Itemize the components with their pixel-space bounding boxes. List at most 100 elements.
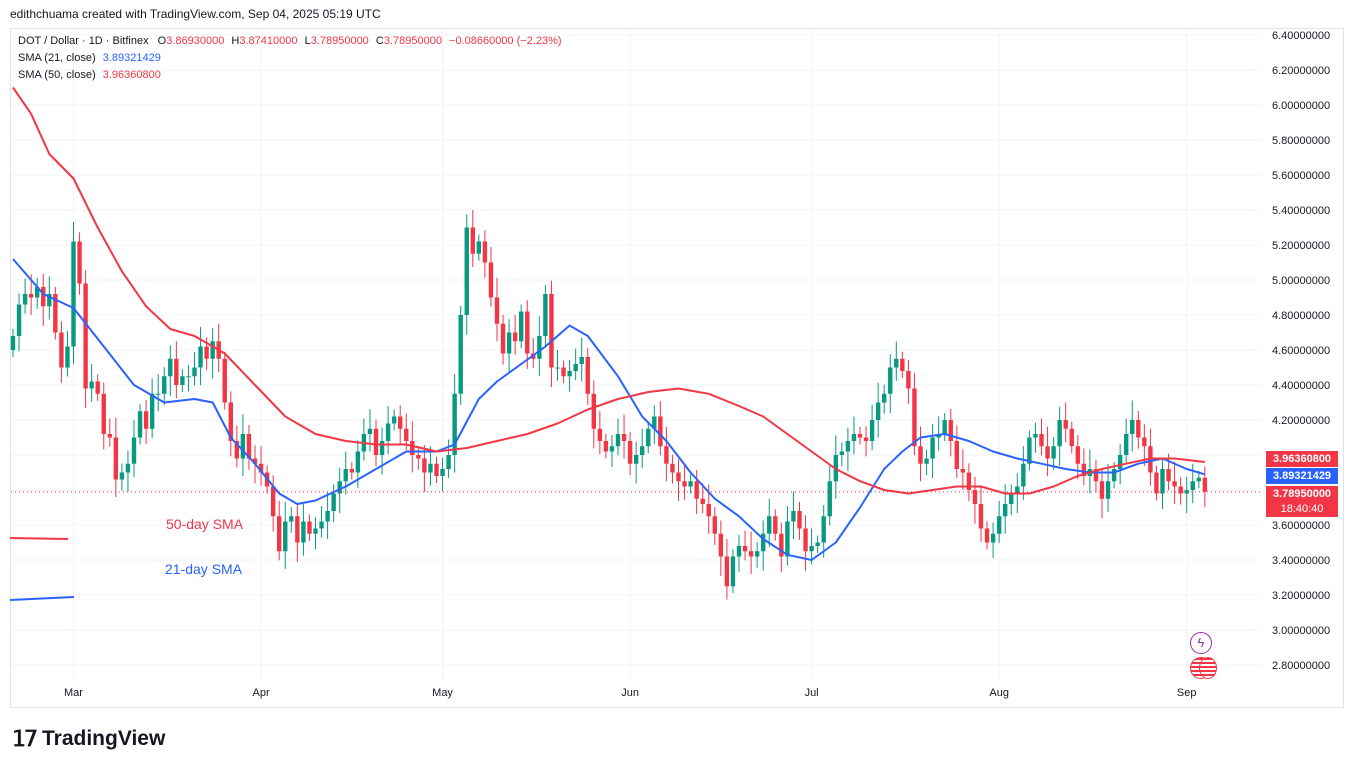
candle-body <box>65 346 70 368</box>
candle-body <box>525 311 530 354</box>
candle-body <box>210 341 215 359</box>
y-tick-label: 4.80000000 <box>1272 310 1330 322</box>
candle-body <box>398 416 403 429</box>
candle-body <box>1196 477 1201 482</box>
candle-body <box>845 441 851 452</box>
candle-body <box>1069 428 1074 447</box>
candle-body <box>609 446 615 452</box>
candle-body <box>1105 481 1111 499</box>
candle-body <box>307 521 312 534</box>
high-label: H <box>231 35 240 47</box>
candle-body <box>658 416 663 447</box>
candle-body <box>1136 420 1141 438</box>
candle-body <box>192 367 197 377</box>
candle-body <box>186 376 191 378</box>
candle-body <box>512 332 518 342</box>
x-tick-label: Jul <box>805 687 819 699</box>
candle-body <box>549 294 554 368</box>
candle-body <box>404 428 409 441</box>
candle-body <box>1039 434 1044 447</box>
candle-body <box>736 546 742 557</box>
sma50-line <box>12 86 1205 495</box>
sma21-legend[interactable]: SMA (21, close) 3.89321429 <box>18 52 161 64</box>
sma50-price-tag: 3.96360800 <box>1266 451 1338 467</box>
candle-body <box>1166 469 1171 482</box>
sma50-legend[interactable]: SMA (50, close) 3.96360800 <box>18 69 161 81</box>
y-tick-label: 3.40000000 <box>1272 555 1330 567</box>
candle-body <box>452 393 457 455</box>
candle-body <box>331 493 336 511</box>
candle-body <box>125 463 131 473</box>
y-tick-label: 5.40000000 <box>1272 205 1330 217</box>
candle-body <box>113 437 119 480</box>
candle-body <box>204 346 209 359</box>
candle-body <box>1202 477 1208 492</box>
candle-body <box>664 446 669 464</box>
candle-body <box>494 297 500 324</box>
candle-body <box>440 469 445 476</box>
lightning-icon[interactable]: ϟ <box>1190 632 1212 654</box>
candle-body <box>283 521 288 552</box>
candle-body <box>391 416 397 424</box>
candle-body <box>773 516 778 534</box>
tradingview-logo-icon: 𝟣𝟩 <box>12 726 38 751</box>
y-tick-label: 3.60000000 <box>1272 520 1330 532</box>
candle-body <box>694 481 699 499</box>
candle-body <box>942 420 947 434</box>
candle-body <box>682 481 687 487</box>
candle-body <box>47 294 52 307</box>
candle-body <box>506 332 512 354</box>
sma50-legend-value: 3.96360800 <box>102 69 161 81</box>
candle-body <box>591 393 596 429</box>
low-value: 3.78950000 <box>310 35 369 47</box>
ohlc-legend: DOT / Dollar · 1D · Bitfinex O3.86930000… <box>18 35 562 47</box>
candle-body <box>313 528 318 534</box>
candle-body <box>488 262 494 298</box>
candle-body <box>1178 486 1183 494</box>
candle-body <box>1154 472 1159 494</box>
candle-body <box>754 551 760 557</box>
candle-body <box>252 458 258 464</box>
candle-body <box>234 441 240 459</box>
candle-body <box>863 437 869 441</box>
candle-body <box>95 381 100 394</box>
candle-body <box>228 402 233 441</box>
candle-body <box>918 446 923 464</box>
candle-body <box>1130 420 1135 434</box>
candle-body <box>996 516 1002 534</box>
candle-body <box>458 315 463 394</box>
candle-body <box>1190 481 1195 490</box>
candle-body <box>954 441 959 469</box>
y-tick-label: 6.00000000 <box>1272 100 1330 112</box>
chart-frame <box>10 28 1344 708</box>
y-tick-label: 6.40000000 <box>1272 30 1330 42</box>
candle-body <box>1015 486 1020 494</box>
candle-body <box>1027 437 1032 464</box>
candle-body <box>585 357 590 394</box>
candle-body <box>978 504 984 529</box>
candle-body <box>712 516 717 534</box>
tradingview-brand[interactable]: 𝟣𝟩 TradingView <box>12 726 165 752</box>
us-flag-icon-2[interactable] <box>1199 657 1217 679</box>
candle-body <box>319 521 324 529</box>
candle-body <box>1081 463 1087 476</box>
symbol-label[interactable]: DOT / Dollar · 1D · Bitfinex <box>18 35 149 47</box>
candle-body <box>767 516 772 534</box>
candle-body <box>676 472 681 482</box>
candle-body <box>924 458 929 464</box>
candle-body <box>948 420 953 441</box>
candle-body <box>894 358 899 368</box>
candle-body <box>482 241 488 263</box>
candle-body <box>1045 446 1050 459</box>
change-value: −0.08660000 (−2.23%) <box>449 35 562 47</box>
candle-body <box>1033 434 1038 438</box>
close-value: 3.78950000 <box>383 35 442 47</box>
candle-body <box>900 358 905 371</box>
candle-body <box>101 393 106 434</box>
sma50-annotation-sample <box>9 537 69 540</box>
candle-body <box>59 332 64 368</box>
candle-body <box>1142 437 1147 447</box>
candle-body <box>156 393 161 395</box>
candle-body <box>289 516 294 522</box>
